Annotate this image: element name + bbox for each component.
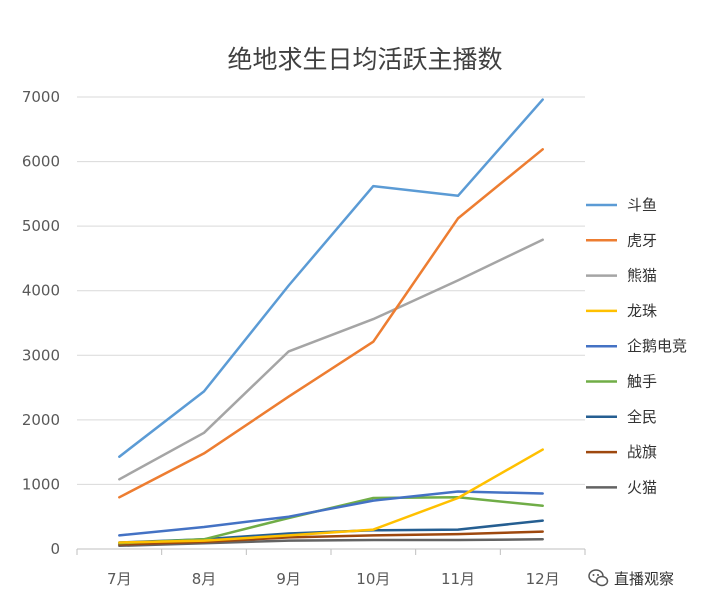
y-tick-label: 4000 bbox=[22, 282, 60, 300]
series-lines bbox=[118, 98, 544, 548]
series-line bbox=[118, 448, 544, 544]
legend-item: 虎牙 bbox=[586, 231, 657, 249]
legend-item: 全民 bbox=[586, 408, 657, 426]
legend-label: 战旗 bbox=[627, 443, 657, 461]
y-tick-label: 2000 bbox=[22, 411, 60, 429]
legend-item: 战旗 bbox=[586, 443, 657, 461]
legend-label: 虎牙 bbox=[627, 231, 657, 249]
x-tick-label: 10月 bbox=[356, 570, 390, 588]
chart-title: 绝地求生日均活跃主播数 bbox=[227, 45, 502, 74]
watermark-text: 直播观察 bbox=[614, 570, 674, 588]
gridlines bbox=[77, 96, 585, 485]
series-line bbox=[118, 148, 544, 499]
x-tick-label: 7月 bbox=[107, 570, 132, 588]
wechat-icon bbox=[588, 569, 609, 587]
series-line bbox=[118, 530, 544, 546]
legend-item: 触手 bbox=[586, 373, 657, 391]
legend-label: 火猫 bbox=[627, 478, 657, 496]
x-tick-label: 11月 bbox=[441, 570, 475, 588]
x-tick-label: 12月 bbox=[526, 570, 560, 588]
y-tick-label: 0 bbox=[50, 540, 60, 558]
x-axis-ticks: 7月 8月 9月 10月 11月 12月 bbox=[76, 549, 586, 588]
legend-item: 斗鱼 bbox=[586, 196, 657, 214]
y-tick-label: 5000 bbox=[22, 217, 60, 235]
y-tick-label: 6000 bbox=[22, 153, 60, 171]
y-tick-label: 1000 bbox=[22, 475, 60, 493]
legend-label: 熊猫 bbox=[627, 267, 657, 285]
legend-label: 企鹅电竞 bbox=[627, 337, 687, 355]
legend-item: 龙珠 bbox=[586, 302, 657, 320]
y-tick-label: 3000 bbox=[22, 346, 60, 364]
legend-label: 触手 bbox=[627, 373, 657, 391]
series-line bbox=[118, 490, 544, 537]
series-line bbox=[118, 238, 544, 481]
y-tick-label: 7000 bbox=[22, 88, 60, 106]
x-tick-label: 9月 bbox=[276, 570, 301, 588]
legend-item: 熊猫 bbox=[586, 267, 657, 285]
legend-label: 全民 bbox=[627, 408, 657, 426]
watermark: 直播观察 bbox=[588, 569, 674, 588]
y-axis-ticks: 0 1000 2000 3000 4000 5000 6000 7000 bbox=[22, 88, 60, 558]
x-tick-label: 8月 bbox=[192, 570, 217, 588]
legend-item: 企鹅电竞 bbox=[586, 337, 687, 355]
series-line bbox=[118, 538, 544, 548]
legend-label: 龙珠 bbox=[627, 302, 657, 320]
series-line bbox=[118, 98, 544, 458]
legend-label: 斗鱼 bbox=[627, 196, 657, 214]
legend-item: 火猫 bbox=[586, 478, 657, 496]
